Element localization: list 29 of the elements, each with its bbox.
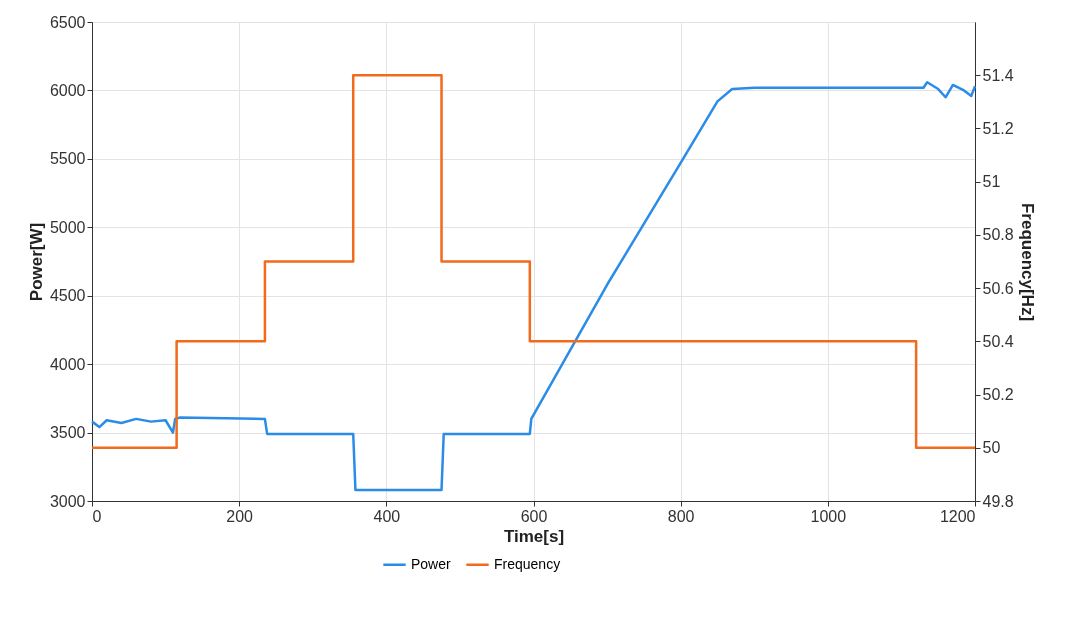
y2-tick-label: 51.2	[982, 119, 1014, 137]
y-tick-label: 5000	[49, 218, 86, 236]
y-tick-label: 6000	[49, 81, 86, 99]
y2-tick-label: 51.4	[982, 66, 1014, 84]
x-tick-label: 1200	[939, 507, 976, 525]
y-tick-label: 5500	[49, 150, 86, 168]
y-axis-title: Power[W]	[26, 222, 46, 302]
legend-label: Power	[411, 555, 452, 572]
x-tick-label: 200	[226, 507, 254, 525]
y2-tick-label: 50.6	[982, 279, 1014, 297]
x-tick-label: 1000	[810, 507, 847, 525]
y-tick-label: 3500	[49, 424, 86, 442]
x-axis-title: Time[s]	[503, 526, 565, 546]
y2-tick-label: 50.4	[982, 332, 1014, 350]
x-tick-label: 600	[520, 507, 548, 525]
y2-tick-label: 50	[982, 439, 1001, 457]
legend-label: Frequency	[494, 555, 561, 572]
y-tick-label: 4000	[49, 355, 86, 373]
y2-axis-title: Frequency[Hz]	[1017, 202, 1037, 322]
y-tick-label: 4500	[49, 287, 86, 305]
y2-tick-label: 50.8	[982, 226, 1014, 244]
y2-tick-label: 49.8	[982, 492, 1014, 510]
y2-tick-label: 51	[982, 173, 1001, 191]
x-tick-label: 0	[92, 507, 102, 525]
y-tick-label: 3000	[49, 492, 86, 510]
y2-tick-label: 50.2	[982, 386, 1014, 404]
x-tick-label: 400	[373, 507, 401, 525]
y-tick-label: 6500	[49, 13, 86, 31]
x-tick-label: 800	[667, 507, 695, 525]
